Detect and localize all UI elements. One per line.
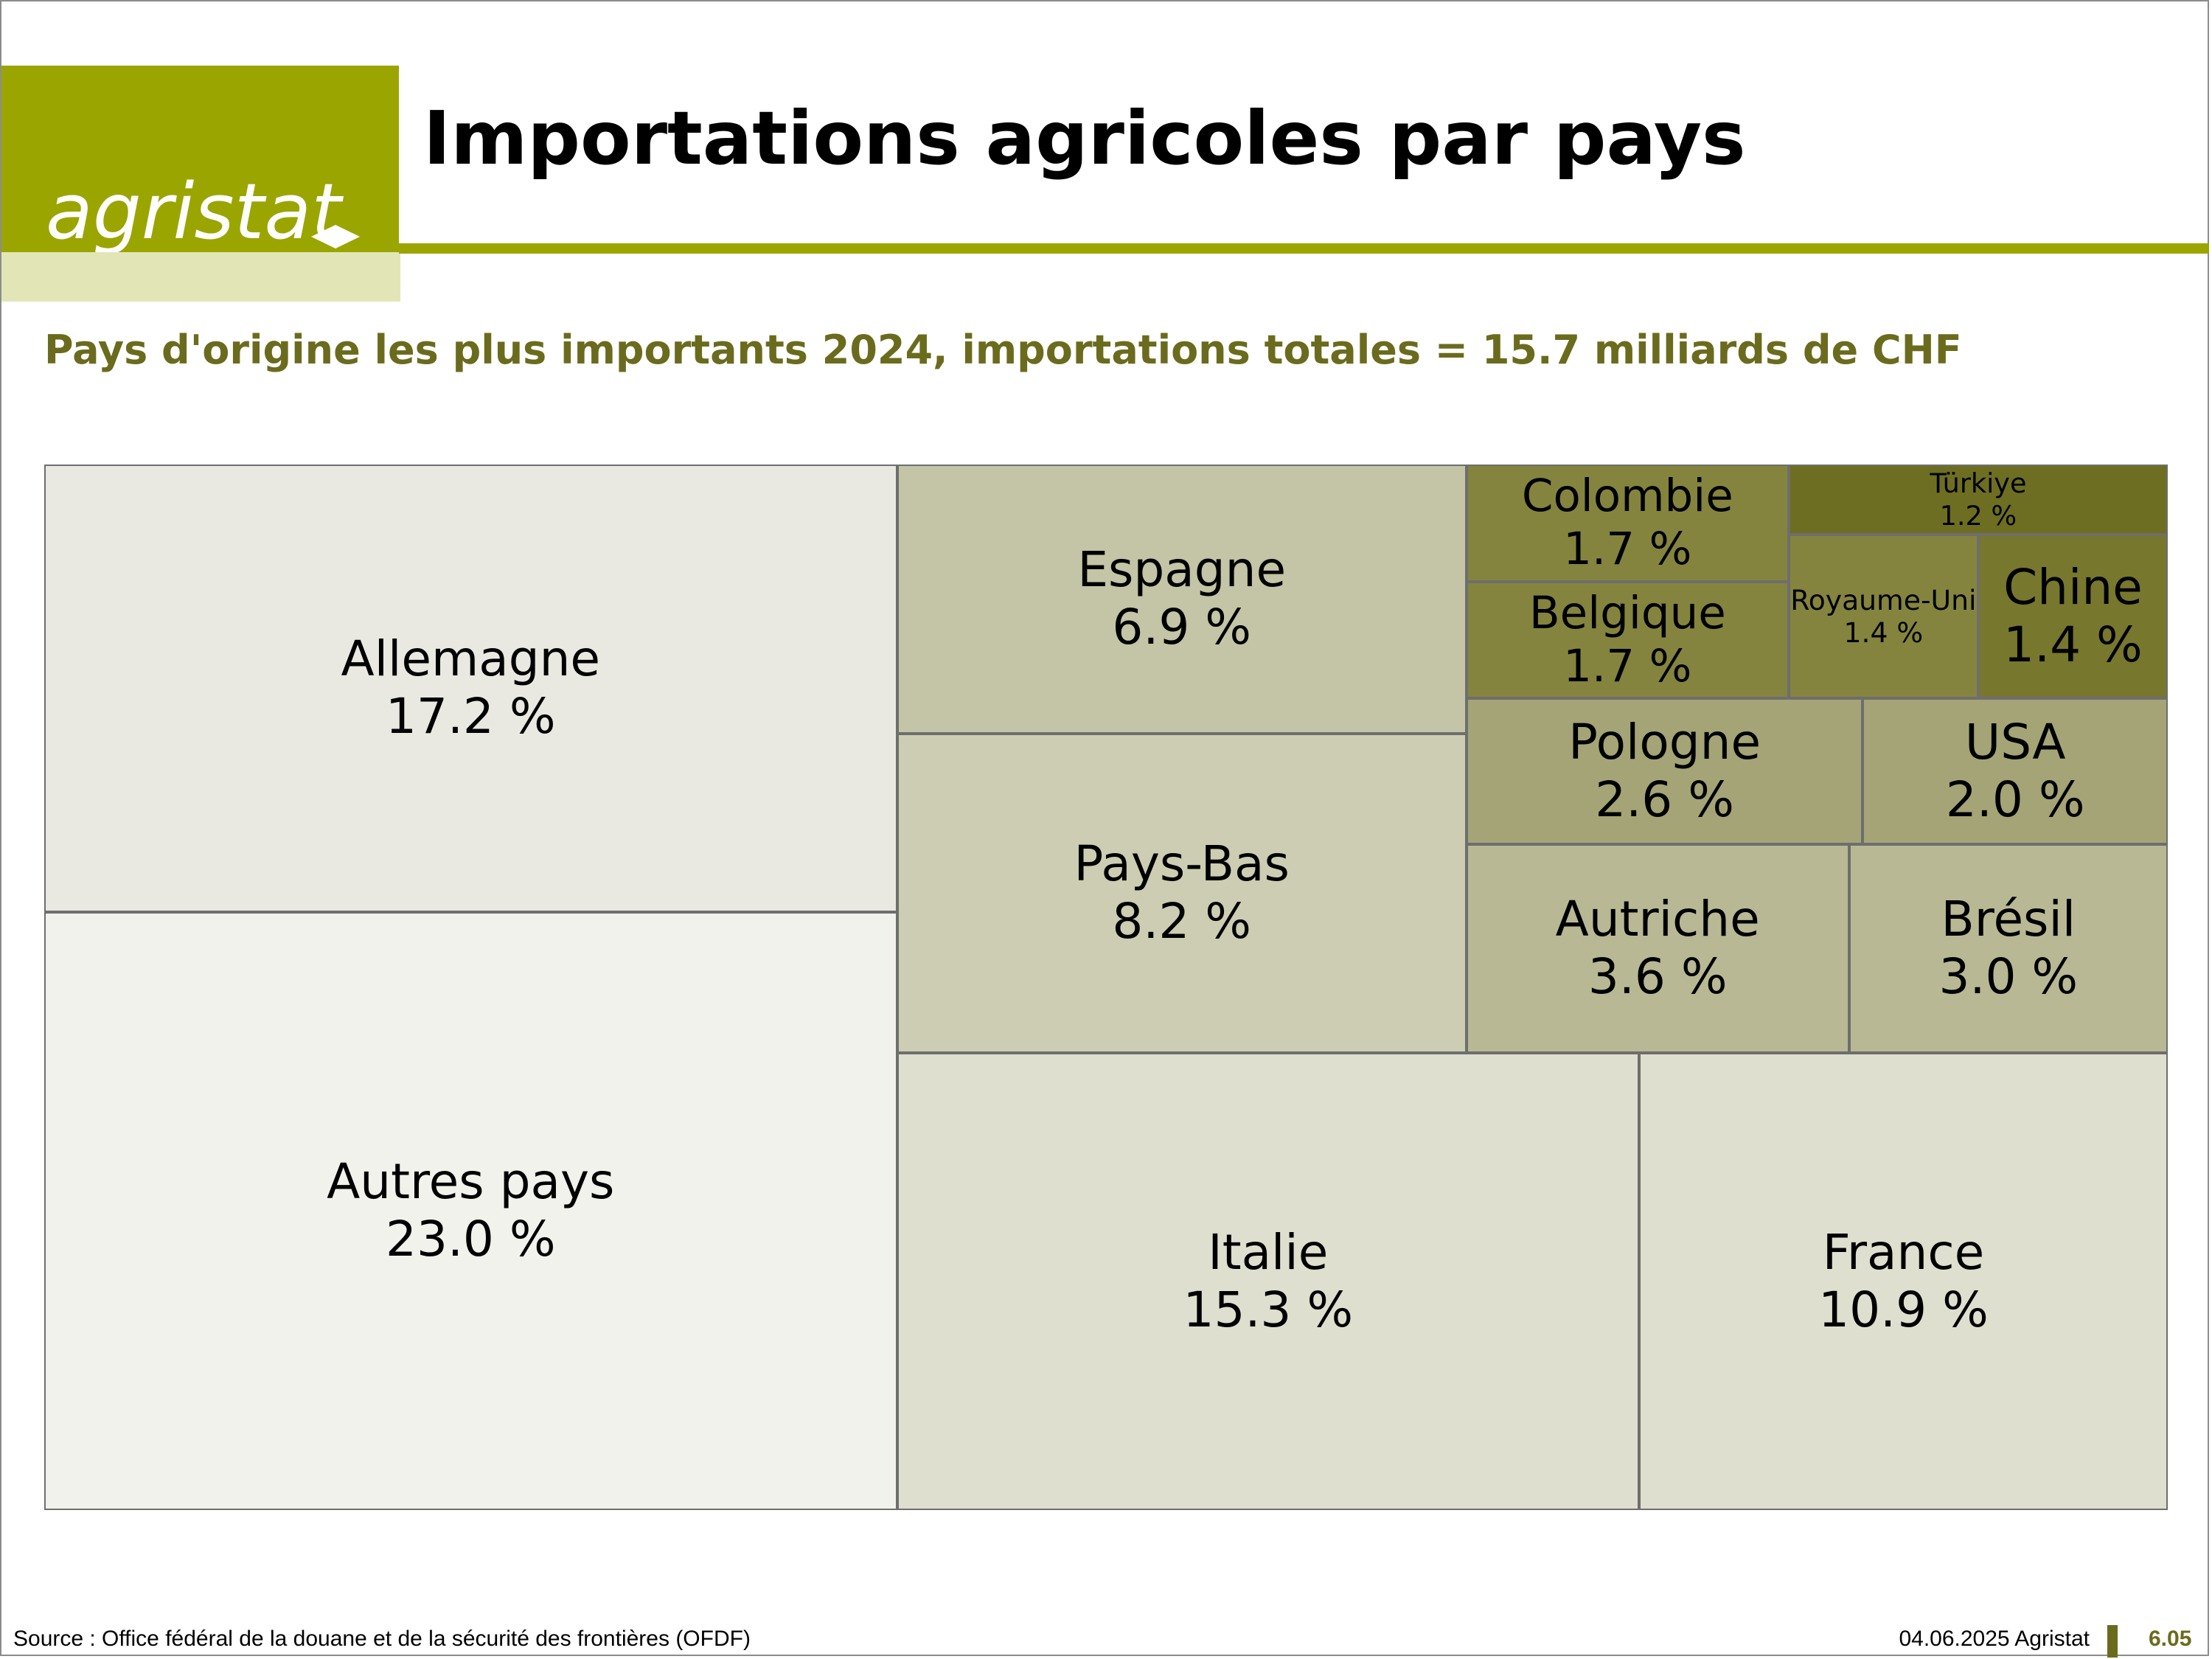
treemap-value: 1.4 % <box>1843 616 1924 650</box>
treemap-cell-autriche: Autriche 3.6 % <box>1466 844 1849 1053</box>
treemap-value: 3.0 % <box>1938 948 2079 1006</box>
treemap-label: Belgique <box>1528 587 1726 640</box>
treemap-value: 6.9 % <box>1112 599 1252 656</box>
treemap-label: France <box>1822 1224 1985 1281</box>
treemap-value: 3.6 % <box>1587 948 1728 1006</box>
treemap-value: 1.4 % <box>2003 616 2143 674</box>
treemap-cell-espagne: Espagne 6.9 % <box>897 465 1467 734</box>
treemap-value: 1.2 % <box>1939 499 2017 532</box>
chart-subtitle: Pays d'origine les plus importants 2024,… <box>44 327 1962 373</box>
treemap-cell-belgique: Belgique 1.7 % <box>1466 581 1789 699</box>
treemap-value: 23.0 % <box>385 1211 556 1268</box>
treemap-cell-autres-pays: Autres pays 23.0 % <box>44 911 897 1510</box>
treemap-label: Italie <box>1208 1224 1329 1281</box>
treemap-label: Allemagne <box>341 630 601 688</box>
treemap-value: 2.6 % <box>1595 771 1734 829</box>
treemap-cell-royaume-uni: Royaume-Uni 1.4 % <box>1788 535 1978 699</box>
treemap-label: Royaume-Uni <box>1790 583 1977 616</box>
treemap-value: 8.2 % <box>1112 893 1252 950</box>
treemap-label: Chine <box>2003 559 2143 616</box>
treemap-cell-pologne: Pologne 2.6 % <box>1466 698 1863 844</box>
treemap-cell-allemagne: Allemagne 17.2 % <box>44 465 897 912</box>
footer-date: 04.06.2025 Agristat <box>1899 1627 2090 1651</box>
footer-source: Source : Office fédéral de la douane et … <box>13 1627 751 1651</box>
treemap-label: Pologne <box>1568 714 1761 771</box>
treemap-value: 1.7 % <box>1563 523 1692 576</box>
treemap-label: Espagne <box>1077 541 1287 599</box>
logo: agristat <box>1 66 399 285</box>
header-rule <box>399 243 2209 254</box>
treemap-label: Autres pays <box>327 1153 615 1211</box>
page-title: Importations agricoles par pays <box>423 95 1746 181</box>
treemap-value: 2.0 % <box>1945 771 2085 829</box>
treemap-cell-bresil: Brésil 3.0 % <box>1848 844 2168 1053</box>
treemap-cell-colombie: Colombie 1.7 % <box>1466 465 1789 582</box>
page-number: 6.05 <box>2149 1627 2192 1651</box>
treemap-value: 17.2 % <box>385 688 556 745</box>
treemap-cell-france: France 10.9 % <box>1639 1052 2168 1510</box>
treemap-chart: Allemagne 17.2 % Autres pays 23.0 % Espagne 6… <box>44 465 2168 1510</box>
treemap-cell-usa: USA 2.0 % <box>1863 698 2168 844</box>
logo-underlay <box>1 252 400 302</box>
treemap-label: Türkiye <box>1930 467 2027 500</box>
treemap-label: Pays-Bas <box>1074 835 1290 893</box>
logo-text: agristat <box>46 167 341 257</box>
footer-divider <box>2107 1625 2118 1658</box>
treemap-label: USA <box>1964 714 2066 771</box>
treemap-value: 10.9 % <box>1818 1281 1989 1338</box>
treemap-cell-pays-bas: Pays-Bas 8.2 % <box>897 733 1467 1053</box>
treemap-cell-chine: Chine 1.4 % <box>1978 535 2168 699</box>
treemap-label: Colombie <box>1521 470 1733 523</box>
treemap-label: Autriche <box>1555 891 1760 948</box>
treemap-label: Brésil <box>1941 891 2076 948</box>
treemap-cell-italie: Italie 15.3 % <box>897 1052 1639 1510</box>
treemap-cell-turkiye: Türkiye 1.2 % <box>1788 465 2168 535</box>
treemap-value: 15.3 % <box>1183 1281 1354 1338</box>
treemap-value: 1.7 % <box>1563 640 1692 693</box>
